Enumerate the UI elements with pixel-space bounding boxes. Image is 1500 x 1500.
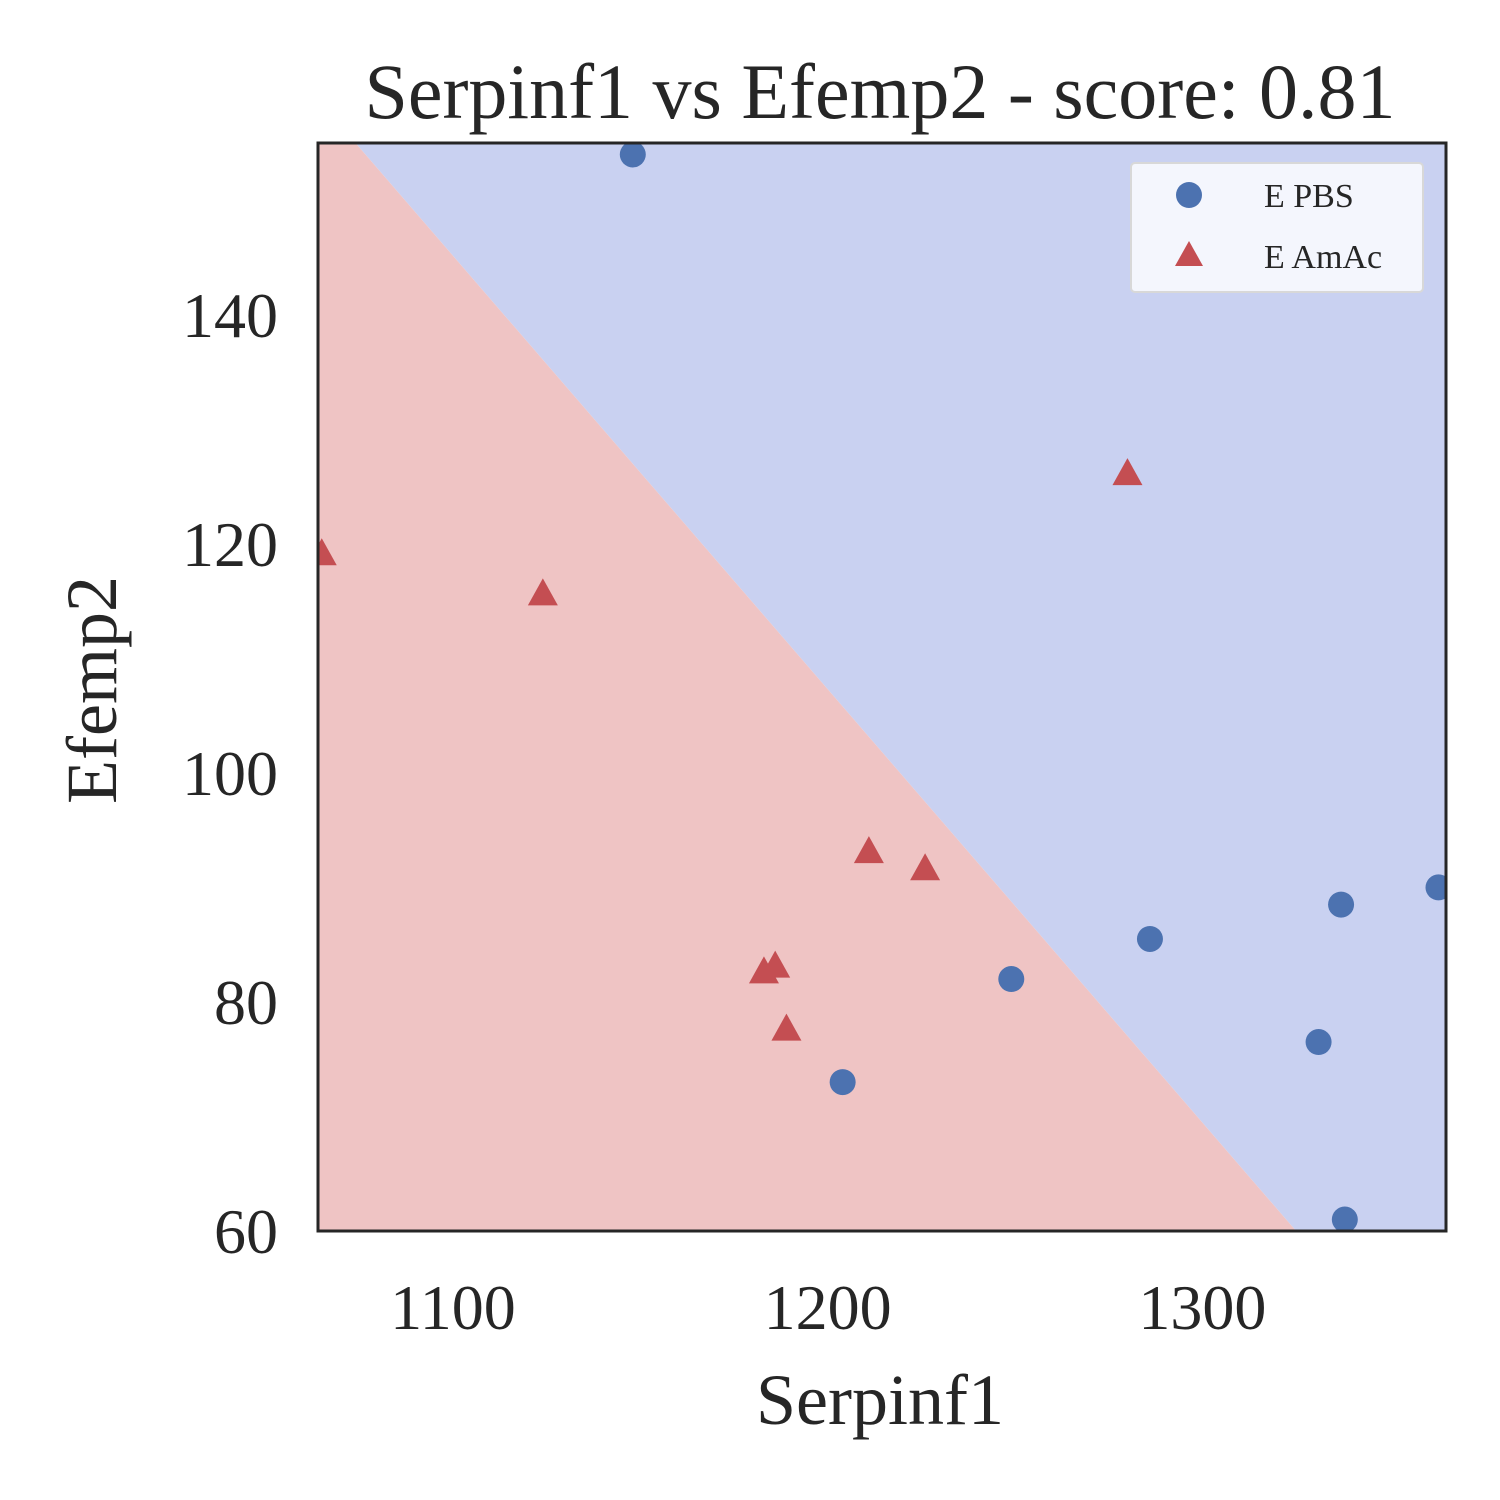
amac-point-0: [318, 538, 337, 566]
pbs-point-7: [1425, 874, 1446, 901]
pbs-point-6: [1331, 1206, 1358, 1231]
legend-marker-amac: [1175, 241, 1203, 266]
legend-marker-pbs: [1176, 182, 1202, 208]
amac-point-1: [527, 578, 558, 606]
y-axis-ticks: 60 80 100 120 140: [182, 280, 278, 1267]
x-axis-ticks: 1100 1200 1300: [390, 1272, 1266, 1343]
plot-area: [316, 141, 1448, 1233]
pbs-point-1: [829, 1069, 856, 1096]
legend-box: [1130, 162, 1424, 293]
pbs-point-0: [619, 143, 646, 168]
pbs-point-5: [1328, 891, 1355, 918]
pbs-point-3: [1136, 925, 1163, 952]
chart-title: Serpinf1 vs Efemp2 - score: 0.81: [364, 48, 1395, 135]
y-tick-label-60: 60: [214, 1196, 278, 1267]
x-tick-label-1200: 1200: [764, 1272, 892, 1343]
legend-label-amac: E AmAc: [1264, 239, 1382, 276]
y-tick-label-80: 80: [214, 967, 278, 1038]
legend: E PBS E AmAc: [1130, 162, 1424, 293]
y-tick-label-140: 140: [182, 280, 278, 351]
amac-point-3: [760, 950, 791, 978]
x-axis-label: Serpinf1: [756, 1360, 1004, 1440]
amac-point-5: [853, 836, 884, 864]
x-tick-label-1100: 1100: [390, 1272, 516, 1343]
amac-point-7: [1112, 458, 1143, 486]
data-points: [318, 143, 1446, 1231]
amac-point-6: [910, 853, 941, 881]
y-axis-label: Efemp2: [52, 576, 132, 804]
legend-label-pbs: E PBS: [1264, 178, 1354, 215]
y-tick-label-100: 100: [182, 738, 278, 809]
plot-frame: [316, 141, 1448, 1233]
pbs-point-2: [998, 966, 1025, 993]
amac-point-4: [771, 1013, 802, 1041]
y-tick-label-120: 120: [182, 509, 278, 580]
decision-region-pbs: [355, 143, 1446, 1231]
pbs-point-4: [1305, 1029, 1332, 1056]
decision-region-amac: [318, 143, 1297, 1231]
x-tick-label-1300: 1300: [1138, 1272, 1266, 1343]
